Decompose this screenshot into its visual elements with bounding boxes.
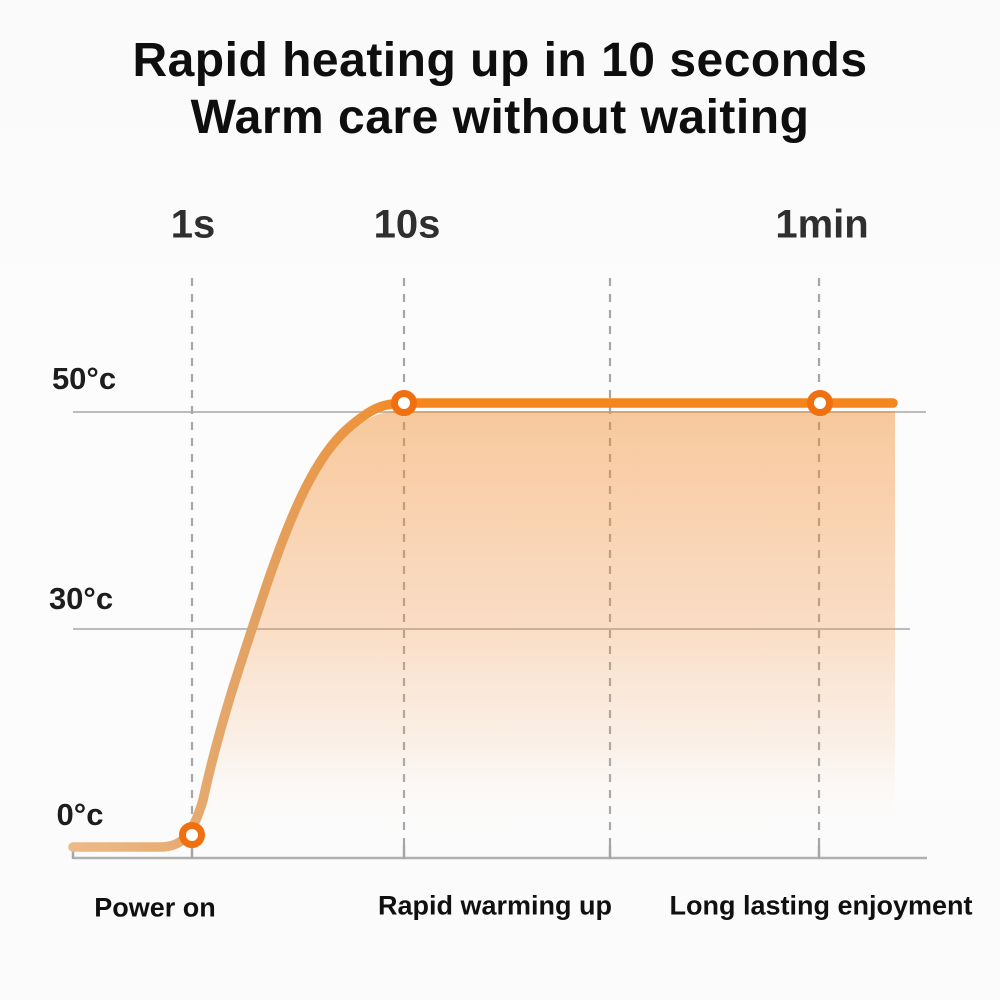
time-label-10s: 10s — [373, 202, 441, 247]
marker-power-on — [179, 822, 205, 848]
time-label-1s: 1s — [170, 202, 216, 247]
stage-label-power-on: Power on — [94, 892, 216, 923]
temp-label-0c: 0°c — [56, 797, 104, 832]
temp-label-30c: 30°c — [48, 581, 114, 616]
curve-area-fill — [73, 411, 895, 858]
title-line-2: Warm care without waiting — [190, 91, 810, 144]
time-label-1min: 1min — [775, 202, 869, 247]
marker-rapid-warming — [391, 390, 417, 416]
stage-label-rapid-warming: Rapid warming up — [377, 890, 613, 921]
stage-label-long-lasting: Long lasting enjoyment — [669, 890, 973, 921]
heating-curve — [68, 398, 898, 852]
page-title: Rapid heating up in 10 seconds Warm care… — [0, 32, 1000, 146]
marker-long-lasting — [807, 390, 833, 416]
title-line-1: Rapid heating up in 10 seconds — [132, 34, 868, 87]
temp-label-50c: 50°c — [51, 361, 117, 396]
